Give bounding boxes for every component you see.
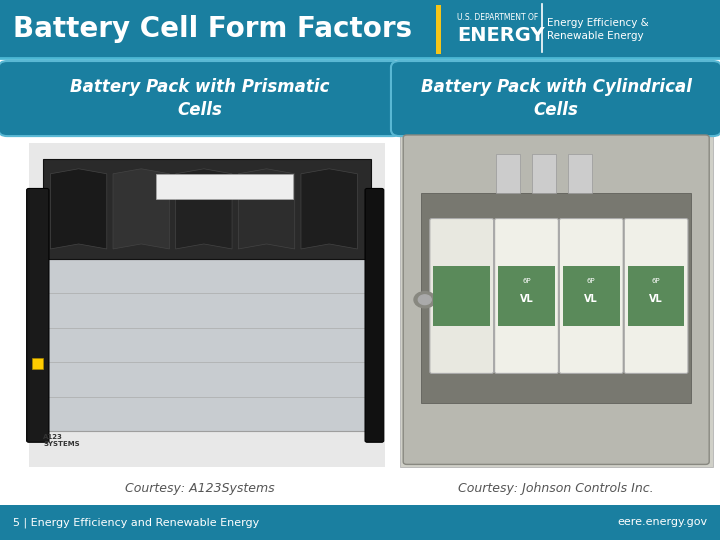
FancyBboxPatch shape [0, 61, 401, 136]
Bar [421, 193, 691, 403]
Polygon shape [301, 169, 357, 249]
Text: eere.energy.gov: eere.energy.gov [617, 517, 707, 528]
Text: Courtesy: A123Systems: Courtesy: A123Systems [125, 482, 274, 495]
FancyBboxPatch shape [624, 219, 688, 374]
FancyBboxPatch shape [365, 188, 384, 442]
FancyBboxPatch shape [559, 219, 624, 374]
Bar [0, 0, 720, 58]
Text: 6P: 6P [652, 278, 660, 284]
Bar [568, 154, 592, 193]
FancyBboxPatch shape [43, 259, 371, 431]
Text: Battery Pack with Prismatic
Cells: Battery Pack with Prismatic Cells [70, 78, 330, 119]
Text: VL: VL [520, 294, 534, 304]
Text: 6P: 6P [522, 278, 531, 284]
Text: Battery Pack with Cylindrical
Cells: Battery Pack with Cylindrical Cells [420, 78, 692, 119]
Text: Battery Cell Form Factors: Battery Cell Form Factors [13, 15, 412, 43]
Text: U.S. DEPARTMENT OF: U.S. DEPARTMENT OF [457, 13, 539, 22]
Bar [563, 266, 619, 326]
Text: A123
SYSTEMS: A123 SYSTEMS [43, 434, 80, 447]
Text: VL: VL [649, 294, 663, 304]
Bar [498, 266, 555, 326]
Text: 5 | Energy Efficiency and Renewable Energy: 5 | Energy Efficiency and Renewable Ener… [13, 517, 259, 528]
Text: Courtesy: Johnson Controls Inc.: Courtesy: Johnson Controls Inc. [459, 482, 654, 495]
FancyBboxPatch shape [32, 358, 43, 369]
Circle shape [414, 292, 436, 308]
Bar [29, 143, 385, 467]
FancyBboxPatch shape [43, 159, 371, 259]
Text: VL: VL [585, 294, 598, 304]
Bar [628, 266, 684, 326]
Text: 6P: 6P [587, 278, 595, 284]
Polygon shape [113, 169, 169, 249]
Text: Energy Efficiency &
Renewable Energy: Energy Efficiency & Renewable Energy [547, 18, 649, 40]
Bar [156, 174, 292, 199]
Text: ENERGY: ENERGY [457, 26, 545, 45]
FancyBboxPatch shape [27, 188, 49, 442]
FancyBboxPatch shape [391, 61, 720, 136]
Bar [0, 505, 720, 540]
FancyBboxPatch shape [495, 219, 559, 374]
Polygon shape [50, 169, 107, 249]
Circle shape [418, 295, 431, 305]
Polygon shape [238, 169, 294, 249]
Bar [433, 266, 490, 326]
FancyBboxPatch shape [430, 219, 494, 374]
FancyBboxPatch shape [403, 135, 709, 464]
Bar [400, 132, 713, 467]
Bar [436, 5, 441, 54]
Bar [532, 154, 556, 193]
Polygon shape [176, 169, 232, 249]
Bar [497, 154, 521, 193]
